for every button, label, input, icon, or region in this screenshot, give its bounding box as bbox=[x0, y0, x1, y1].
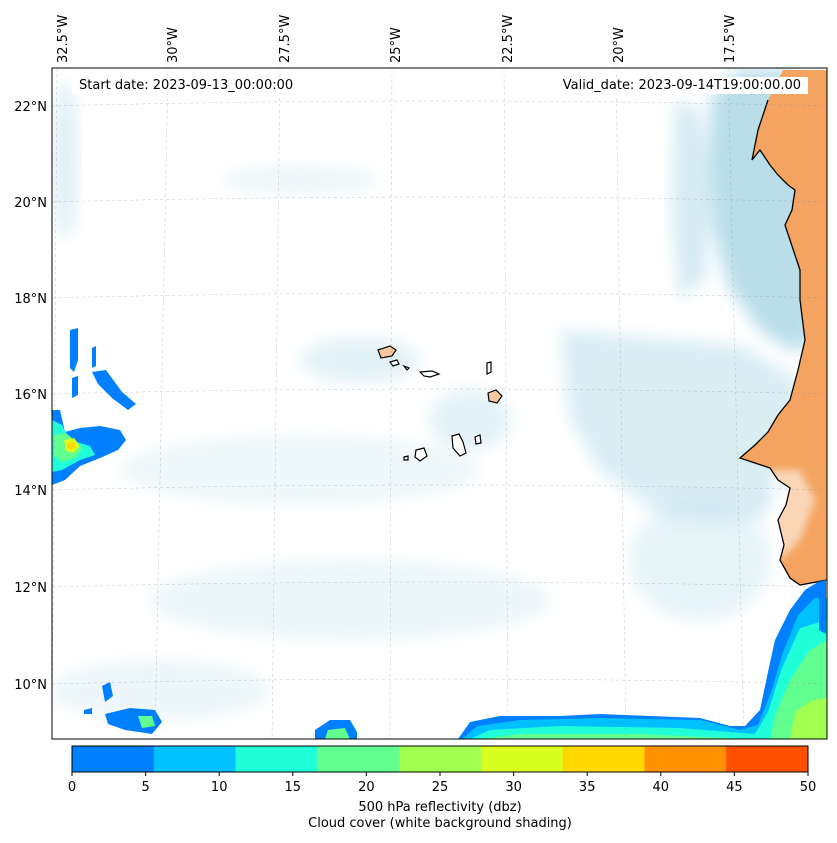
cloud-patch-center bbox=[300, 338, 420, 382]
colorbar-tick-label: 5 bbox=[141, 780, 149, 795]
colorbar-segment bbox=[317, 746, 400, 772]
cloud-band-southeast bbox=[560, 330, 800, 520]
colorbar-title-line1: 500 hPa reflectivity (dbz) bbox=[358, 800, 522, 815]
map-frame bbox=[51, 67, 828, 740]
colorbar: 0 5 10 15 20 25 30 35 40 45 50 bbox=[68, 745, 817, 795]
colorbar-segment bbox=[235, 746, 318, 772]
refl-southwest-3 bbox=[105, 708, 162, 734]
africa-land-fade bbox=[770, 470, 815, 560]
colorbar-tick-label: 15 bbox=[285, 780, 302, 795]
reflectivity-layer bbox=[52, 328, 827, 739]
parallel-16n bbox=[52, 388, 827, 395]
colorbar-segment bbox=[153, 746, 237, 772]
cloud-cover-layer bbox=[52, 70, 815, 720]
parallel-12n bbox=[52, 581, 827, 588]
colorbar-tick-label: 30 bbox=[505, 780, 522, 795]
colorbar-segment bbox=[644, 746, 727, 772]
colorbar-tick-label: 40 bbox=[653, 780, 670, 795]
refl-west-streak-1 bbox=[70, 328, 78, 372]
island-santiago bbox=[451, 433, 467, 457]
lat-label: 10°N bbox=[14, 678, 47, 693]
longitude-labels: 32.5°W 30°W 27.5°W 25°W 22.5°W 20°W 17.5… bbox=[56, 15, 738, 63]
island-sao-vicente bbox=[388, 359, 400, 367]
lat-label: 22°N bbox=[14, 100, 47, 115]
colorbar-tick-label: 35 bbox=[579, 780, 596, 795]
meridian-25w bbox=[389, 68, 393, 739]
africa-coastline bbox=[738, 99, 827, 586]
refl-southwest-2 bbox=[84, 708, 92, 714]
colorbar-segment bbox=[562, 746, 645, 772]
meridian-20w bbox=[615, 68, 627, 739]
africa-landmass bbox=[740, 70, 827, 585]
refl-south-band-25 bbox=[790, 698, 827, 739]
parallel-20n bbox=[52, 196, 827, 203]
parallel-10n bbox=[52, 678, 827, 685]
colorbar-segment bbox=[726, 746, 809, 772]
colorbar-segment bbox=[399, 746, 482, 772]
refl-southwest-3-inner bbox=[138, 716, 155, 728]
cape-verde-islands bbox=[377, 345, 503, 462]
island-fogo bbox=[414, 447, 428, 462]
cloud-band-coast bbox=[672, 100, 712, 300]
cloud-patch-africa-coast bbox=[630, 500, 770, 620]
lon-label: 22.5°W bbox=[501, 15, 516, 63]
colorbar-tick-label: 25 bbox=[432, 780, 449, 795]
lat-label: 12°N bbox=[14, 581, 47, 596]
lon-label: 30°W bbox=[166, 27, 181, 63]
lon-label: 17.5°W bbox=[723, 15, 738, 63]
parallel-14n bbox=[52, 484, 827, 491]
cloud-patch-north bbox=[220, 165, 380, 195]
island-boa-vista bbox=[487, 389, 503, 404]
graticule bbox=[52, 68, 827, 739]
parallel-18n bbox=[52, 292, 827, 299]
meridian-32-5w bbox=[52, 68, 58, 739]
refl-east-small bbox=[819, 584, 826, 634]
refl-west-streak-2 bbox=[72, 376, 78, 398]
refl-southwest-1 bbox=[102, 682, 113, 702]
island-santa-luzia bbox=[402, 364, 411, 371]
colorbar-segment bbox=[480, 746, 564, 772]
lon-label: 25°W bbox=[389, 27, 404, 63]
colorbar-segment bbox=[72, 746, 155, 772]
lat-label: 18°N bbox=[14, 292, 47, 307]
colorbar-title: 500 hPa reflectivity (dbz) Cloud cover (… bbox=[72, 800, 808, 832]
island-maio bbox=[474, 434, 482, 445]
refl-west-edge-35 bbox=[67, 442, 76, 450]
colorbar-tick-label: 20 bbox=[358, 780, 375, 795]
meridian-27-5w bbox=[271, 68, 281, 739]
island-sao-nicolau bbox=[418, 370, 441, 378]
lat-label: 20°N bbox=[14, 196, 47, 211]
meridian-22-5w bbox=[503, 68, 509, 739]
colorbar-tick-label: 45 bbox=[726, 780, 743, 795]
lat-label: 14°N bbox=[14, 484, 47, 499]
colorbar-tick-label: 0 bbox=[68, 780, 76, 795]
cloud-patch-mid bbox=[120, 435, 480, 505]
island-santo-antao bbox=[377, 345, 397, 359]
lon-label: 32.5°W bbox=[56, 15, 71, 63]
meridian-30w bbox=[154, 68, 169, 739]
cloud-patch-islands bbox=[430, 390, 510, 450]
refl-west-streak-4 bbox=[92, 370, 136, 410]
lon-label: 27.5°W bbox=[278, 15, 293, 63]
colorbar-tick-label: 50 bbox=[800, 780, 817, 795]
refl-west-streak-3 bbox=[92, 346, 96, 368]
meridian-17-5w bbox=[727, 68, 745, 739]
refl-south-mid-inner bbox=[325, 728, 350, 739]
latitude-labels: 22°N 20°N 18°N 16°N 14°N 12°N 10°N bbox=[14, 100, 47, 693]
lon-label: 20°W bbox=[612, 27, 627, 63]
cloud-patch-south bbox=[150, 560, 550, 640]
cloud-patch-southwest bbox=[52, 660, 270, 720]
island-brava bbox=[403, 455, 409, 461]
colorbar-title-line2: Cloud cover (white background shading) bbox=[308, 816, 572, 831]
cloud-patch-west bbox=[53, 80, 77, 240]
parallel-22n bbox=[52, 100, 827, 107]
valid-date-label: Valid_date: 2023-09-14T19:00:00.00 bbox=[555, 77, 808, 94]
start-date-label: Start date: 2023-09-13_00:00:00 bbox=[72, 77, 301, 94]
map-plot-area bbox=[52, 70, 827, 739]
island-sal bbox=[486, 361, 492, 375]
lat-label: 16°N bbox=[14, 388, 47, 403]
colorbar-tick-label: 10 bbox=[211, 780, 228, 795]
